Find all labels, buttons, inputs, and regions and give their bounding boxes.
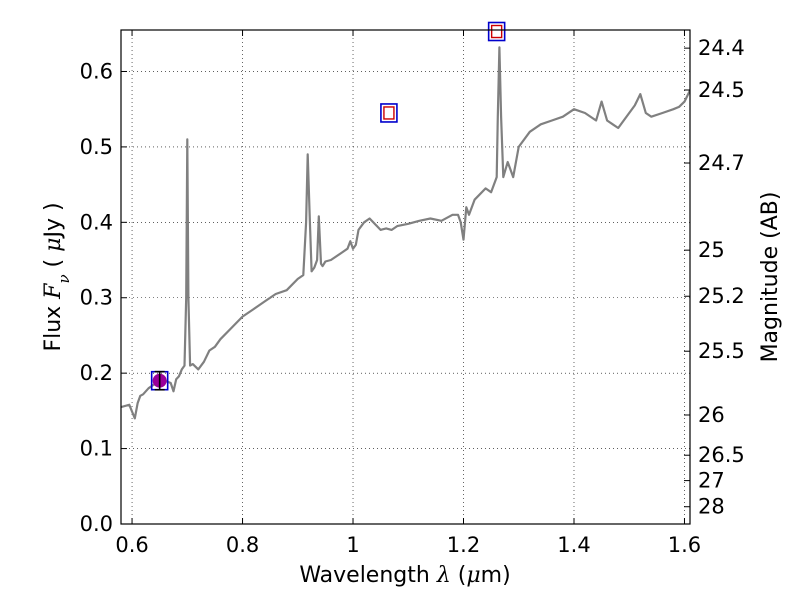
y-tick-label: 0.2 <box>80 361 113 385</box>
x-tick-label: 0.8 <box>226 533 259 557</box>
y2-tick-label: 25.2 <box>698 284 745 308</box>
y2-tick-label: 24.5 <box>698 78 745 102</box>
inner-marker-box <box>383 106 395 120</box>
y-tick-label: 0.3 <box>80 286 113 310</box>
model-flux-box <box>380 103 398 123</box>
y2-tick-label: 24.7 <box>698 151 745 175</box>
y2-tick-label: 27 <box>698 469 725 493</box>
plot-frame <box>120 29 691 525</box>
x-tick-label: 1.2 <box>447 533 480 557</box>
spectrum-line <box>121 46 690 420</box>
x-tick-label: 1 <box>346 533 359 557</box>
y-tick-label: 0.1 <box>80 437 113 461</box>
photometry-point <box>150 370 169 391</box>
y2-axis-title: Magnitude (AB) <box>758 192 783 363</box>
x-tick-label: 1.4 <box>557 533 590 557</box>
y2-tick-label: 25 <box>698 238 725 262</box>
x-axis-title: Wavelength λ (μm) <box>299 563 510 588</box>
model-flux-box <box>487 21 506 42</box>
y-tick-label: 0.6 <box>80 59 113 83</box>
x-tick-label: 1.6 <box>668 533 701 557</box>
y2-tick-label: 25.5 <box>698 339 745 363</box>
photometry-point <box>380 103 398 123</box>
x-tick-label: 0.6 <box>115 533 148 557</box>
y2-tick-label: 24.4 <box>698 36 745 60</box>
y2-tick-label: 28 <box>698 495 725 519</box>
y-tick-label: 0.4 <box>80 210 113 234</box>
y-tick-label: 0.0 <box>80 512 113 536</box>
y2-tick-label: 26.5 <box>698 443 745 467</box>
photometry-points <box>150 21 506 391</box>
y-axis-title: Flux Fν ( μJy ) <box>41 202 73 351</box>
spectrum-series <box>121 46 690 420</box>
ticks: 0.6 0.8 1 1.2 1.4 1.6 0.0 0.1 0.2 0.3 0.4 0.5 0.6 24.… <box>80 30 745 557</box>
inner-marker-box <box>490 24 503 39</box>
y2-tick-label: 26 <box>698 403 725 427</box>
photometry-point <box>487 21 506 42</box>
y-tick-label: 0.5 <box>80 135 113 159</box>
grid <box>121 30 690 525</box>
